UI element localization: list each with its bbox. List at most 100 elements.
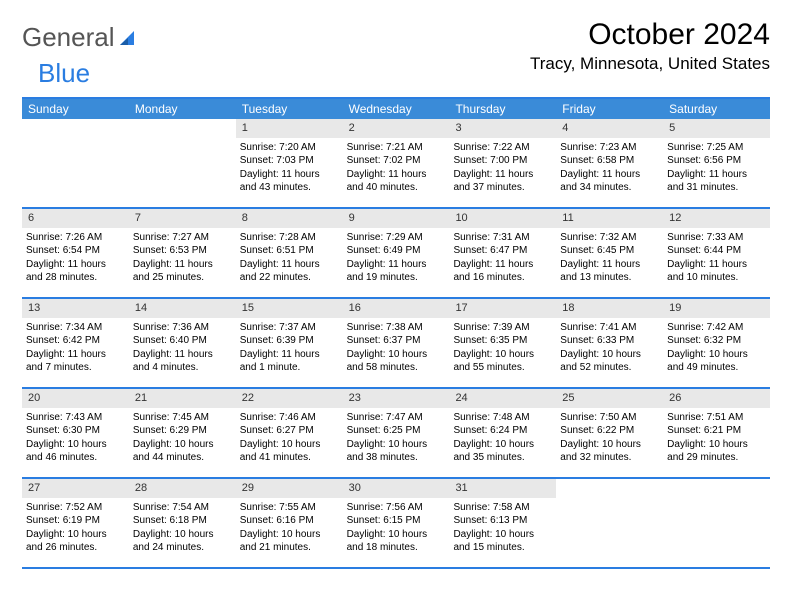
sunrise-text: Sunrise: 7:56 AM (347, 501, 446, 515)
sunset-text: Sunset: 6:27 PM (240, 424, 339, 438)
day-number: 17 (449, 299, 556, 318)
sunset-text: Sunset: 6:16 PM (240, 514, 339, 528)
day-number: 24 (449, 389, 556, 408)
day-header: Tuesday (236, 99, 343, 119)
day-header: Sunday (22, 99, 129, 119)
sunset-text: Sunset: 6:19 PM (26, 514, 125, 528)
daylight-text: Daylight: 11 hours and 43 minutes. (240, 168, 339, 195)
daylight-text: Daylight: 11 hours and 37 minutes. (453, 168, 552, 195)
day-cell: 13 Sunrise: 7:34 AMSunset: 6:42 PMDayligh… (22, 299, 129, 387)
sunrise-text: Sunrise: 7:26 AM (26, 231, 125, 245)
sunset-text: Sunset: 6:13 PM (453, 514, 552, 528)
sunrise-text: Sunrise: 7:31 AM (453, 231, 552, 245)
day-cell: 3 Sunrise: 7:22 AMSunset: 7:00 PMDaylight… (449, 119, 556, 207)
daylight-text: Daylight: 10 hours and 35 minutes. (453, 438, 552, 465)
sunrise-text: Sunrise: 7:20 AM (240, 141, 339, 155)
title-block: October 2024 Tracy, Minnesota, United St… (530, 18, 770, 74)
sunset-text: Sunset: 6:37 PM (347, 334, 446, 348)
day-cell: 7Sunrise: 7:27 AMSunset: 6:53 PMDaylight… (129, 209, 236, 297)
day-header: Saturday (663, 99, 770, 119)
sunset-text: Sunset: 6:21 PM (667, 424, 766, 438)
day-cell: 21Sunrise: 7:45 AMSunset: 6:29 PMDayligh… (129, 389, 236, 477)
day-cell (556, 479, 663, 567)
sunrise-text: Sunrise: 7:27 AM (133, 231, 232, 245)
weeks-container: 1Sunrise: 7:20 AMSunset: 7:03 PMDaylight… (22, 119, 770, 569)
day-number: 10 (449, 209, 556, 228)
sunset-text: Sunset: 6:40 PM (133, 334, 232, 348)
logo-sail-icon (118, 29, 140, 49)
day-number: 13 (22, 299, 129, 318)
day-number: 20 (22, 389, 129, 408)
day-cell: 29Sunrise: 7:55 AMSunset: 6:16 PMDayligh… (236, 479, 343, 567)
day-number: 22 (236, 389, 343, 408)
day-number: 15 (236, 299, 343, 318)
sunset-text: Sunset: 6:42 PM (26, 334, 125, 348)
daylight-text: Daylight: 11 hours and 10 minutes. (667, 258, 766, 285)
day-cell: 19Sunrise: 7:42 AMSunset: 6:32 PMDayligh… (663, 299, 770, 387)
sunrise-text: Sunrise: 7:32 AM (560, 231, 659, 245)
sunset-text: Sunset: 6:44 PM (667, 244, 766, 258)
daylight-text: Daylight: 10 hours and 38 minutes. (347, 438, 446, 465)
daylight-text: Daylight: 11 hours and 7 minutes. (26, 348, 125, 375)
sunrise-text: Sunrise: 7:28 AM (240, 231, 339, 245)
sunrise-text: Sunrise: 7:33 AM (667, 231, 766, 245)
sunrise-text: Sunrise: 7:39 AM (453, 321, 552, 335)
day-cell: 22Sunrise: 7:46 AMSunset: 6:27 PMDayligh… (236, 389, 343, 477)
sunset-text: Sunset: 6:30 PM (26, 424, 125, 438)
day-cell: 11Sunrise: 7:32 AMSunset: 6:45 PMDayligh… (556, 209, 663, 297)
day-number: 18 (556, 299, 663, 318)
sunset-text: Sunset: 6:47 PM (453, 244, 552, 258)
sunrise-text: Sunrise: 7:45 AM (133, 411, 232, 425)
day-number: 30 (343, 479, 450, 498)
day-cell: 8Sunrise: 7:28 AMSunset: 6:51 PMDaylight… (236, 209, 343, 297)
day-number: 25 (556, 389, 663, 408)
daylight-text: Daylight: 10 hours and 21 minutes. (240, 528, 339, 555)
brand-logo: General (22, 22, 140, 53)
daylight-text: Daylight: 10 hours and 46 minutes. (26, 438, 125, 465)
sunrise-text: Sunrise: 7:36 AM (133, 321, 232, 335)
day-number: 8 (236, 209, 343, 228)
day-number: 21 (129, 389, 236, 408)
daylight-text: Daylight: 10 hours and 29 minutes. (667, 438, 766, 465)
day-number: 2 (343, 119, 450, 138)
day-number: 27 (22, 479, 129, 498)
day-cell: 2Sunrise: 7:21 AMSunset: 7:02 PMDaylight… (343, 119, 450, 207)
sunset-text: Sunset: 6:45 PM (560, 244, 659, 258)
sunrise-text: Sunrise: 7:22 AM (453, 141, 552, 155)
week-row: 20Sunrise: 7:43 AMSunset: 6:30 PMDayligh… (22, 389, 770, 479)
sunset-text: Sunset: 6:56 PM (667, 154, 766, 168)
day-number: 14 (129, 299, 236, 318)
sunrise-text: Sunrise: 7:46 AM (240, 411, 339, 425)
sunset-text: Sunset: 6:15 PM (347, 514, 446, 528)
sunrise-text: Sunrise: 7:47 AM (347, 411, 446, 425)
day-cell: 15Sunrise: 7:37 AMSunset: 6:39 PMDayligh… (236, 299, 343, 387)
day-cell: 17Sunrise: 7:39 AMSunset: 6:35 PMDayligh… (449, 299, 556, 387)
sunset-text: Sunset: 6:54 PM (26, 244, 125, 258)
week-row: 1Sunrise: 7:20 AMSunset: 7:03 PMDaylight… (22, 119, 770, 209)
sunrise-text: Sunrise: 7:34 AM (26, 321, 125, 335)
week-row: 27Sunrise: 7:52 AMSunset: 6:19 PMDayligh… (22, 479, 770, 569)
sunset-text: Sunset: 6:51 PM (240, 244, 339, 258)
day-header-row: SundayMondayTuesdayWednesdayThursdayFrid… (22, 99, 770, 119)
day-cell: 14Sunrise: 7:36 AMSunset: 6:40 PMDayligh… (129, 299, 236, 387)
sunset-text: Sunset: 7:03 PM (240, 154, 339, 168)
day-number: 5 (663, 119, 770, 138)
day-number: 3 (449, 119, 556, 138)
daylight-text: Daylight: 11 hours and 16 minutes. (453, 258, 552, 285)
day-cell: 6Sunrise: 7:26 AMSunset: 6:54 PMDaylight… (22, 209, 129, 297)
day-cell: 5 Sunrise: 7:25 AMSunset: 6:56 PMDaylight… (663, 119, 770, 207)
daylight-text: Daylight: 11 hours and 34 minutes. (560, 168, 659, 195)
day-cell: 24Sunrise: 7:48 AMSunset: 6:24 PMDayligh… (449, 389, 556, 477)
day-number: 1 (236, 119, 343, 138)
daylight-text: Daylight: 11 hours and 31 minutes. (667, 168, 766, 195)
day-number: 26 (663, 389, 770, 408)
sunset-text: Sunset: 6:22 PM (560, 424, 659, 438)
daylight-text: Daylight: 10 hours and 18 minutes. (347, 528, 446, 555)
day-number: 7 (129, 209, 236, 228)
sunset-text: Sunset: 7:00 PM (453, 154, 552, 168)
day-number: 29 (236, 479, 343, 498)
day-header: Thursday (449, 99, 556, 119)
sunrise-text: Sunrise: 7:25 AM (667, 141, 766, 155)
day-number: 16 (343, 299, 450, 318)
day-number: 23 (343, 389, 450, 408)
